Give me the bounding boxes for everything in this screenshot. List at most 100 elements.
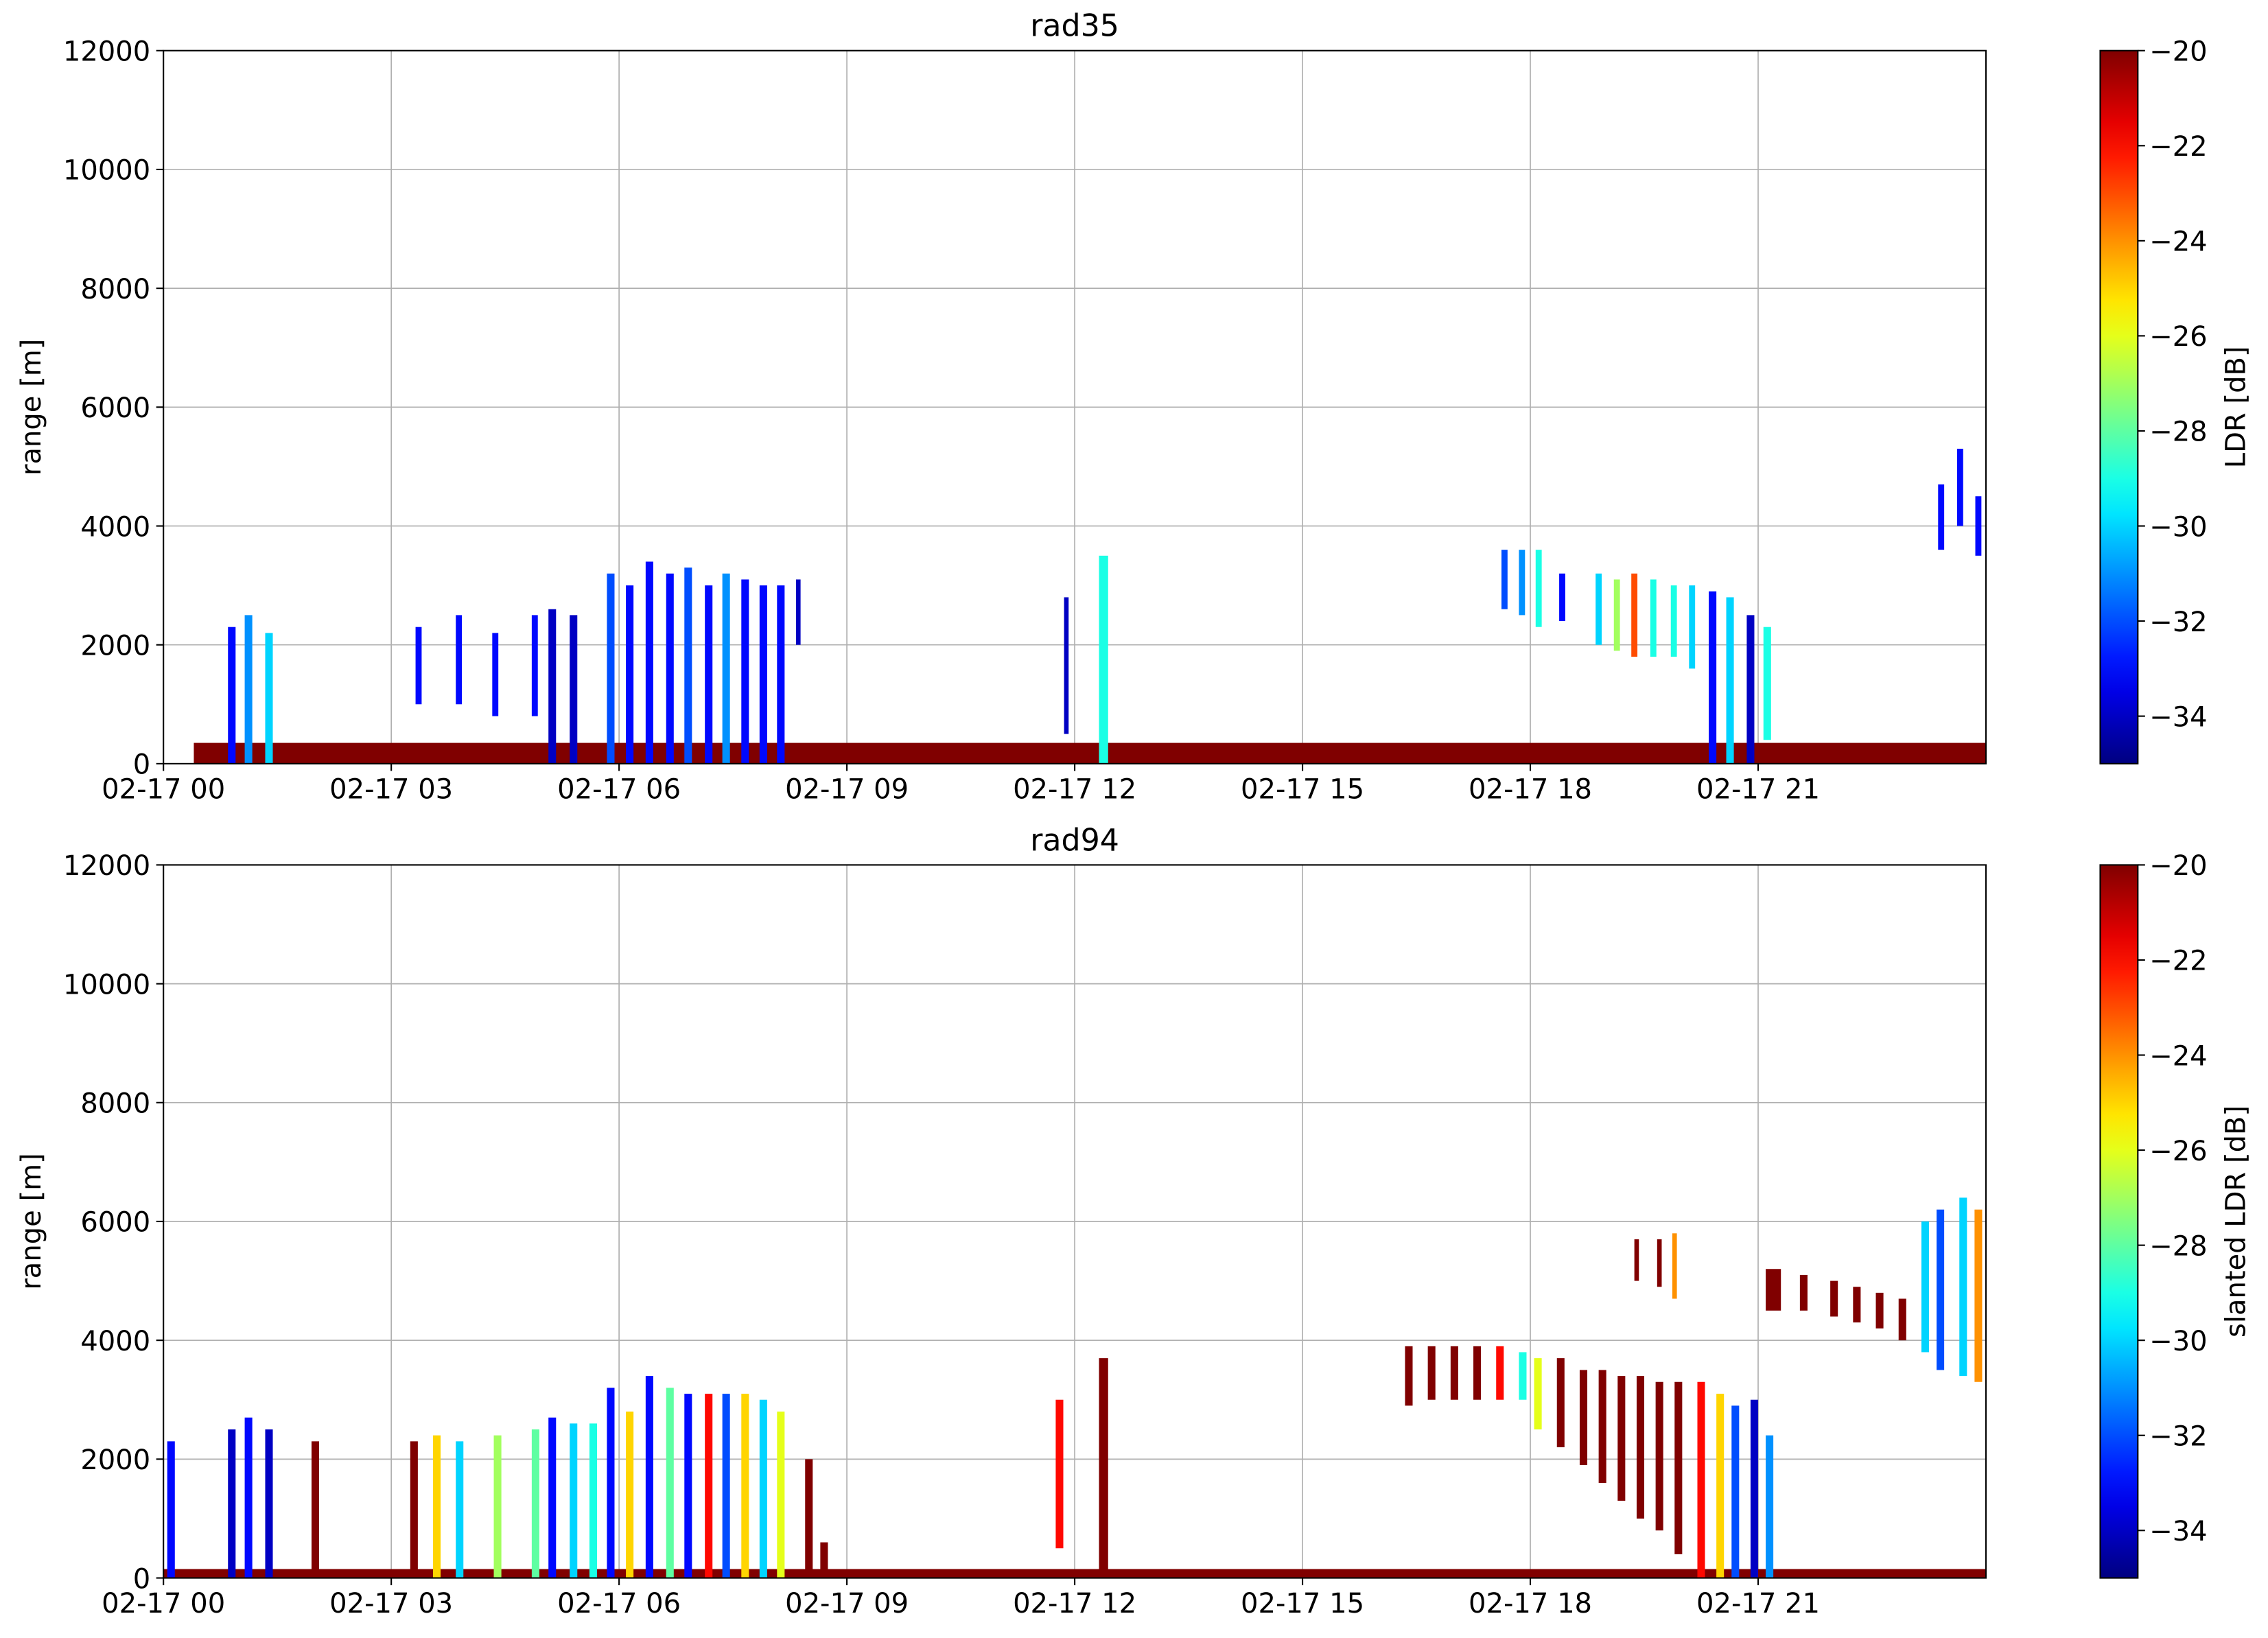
cell	[228, 627, 236, 764]
cell	[820, 1542, 828, 1578]
x-tick-label: 02-17 03	[329, 773, 453, 805]
x-tick-label: 02-17 03	[329, 1588, 453, 1619]
y-tick-label: 0	[133, 749, 150, 781]
y-tick-label: 8000	[80, 274, 150, 305]
x-tick-label: 02-17 09	[785, 1588, 909, 1619]
cell	[570, 615, 578, 764]
cell	[1427, 1346, 1436, 1400]
cell	[759, 1399, 767, 1578]
cell	[589, 1423, 598, 1578]
cell	[493, 1435, 502, 1578]
cell	[244, 1417, 253, 1578]
cell	[167, 1441, 175, 1578]
cell	[1853, 1287, 1861, 1323]
colorbar-tick-label: −20	[2149, 850, 2207, 882]
cell	[1655, 1381, 1663, 1531]
cell	[684, 1394, 692, 1578]
x-tick-label: 02-17 06	[557, 1588, 681, 1619]
y-axis-label: range [m]	[16, 339, 47, 476]
cell	[1746, 615, 1755, 764]
cell	[666, 1388, 674, 1578]
y-tick-label: 8000	[80, 1088, 150, 1120]
colorbar-tick-label: −28	[2149, 417, 2207, 448]
cell	[1731, 1405, 1740, 1578]
cell	[244, 615, 253, 764]
cell	[1938, 484, 1945, 550]
cell	[1099, 1358, 1108, 1578]
cell	[777, 585, 785, 764]
panel-title: rad94	[1030, 823, 1119, 858]
cell	[1975, 496, 1982, 556]
cell	[1799, 1274, 1808, 1311]
cell	[1099, 555, 1108, 764]
cell	[741, 1394, 749, 1578]
cell	[1559, 573, 1565, 622]
cell	[1657, 1239, 1662, 1287]
cell	[1959, 1197, 1967, 1377]
cell	[1709, 591, 1717, 764]
cell	[531, 1429, 539, 1578]
cell	[626, 585, 634, 764]
cell	[228, 1429, 236, 1578]
x-tick-label: 02-17 15	[1241, 773, 1364, 805]
y-tick-label: 4000	[80, 511, 150, 543]
cell	[433, 1435, 441, 1578]
cell	[1750, 1399, 1759, 1578]
cell	[531, 615, 538, 716]
colorbar	[2099, 864, 2139, 1579]
colorbar-tick-label: −32	[2149, 1420, 2207, 1452]
cell	[705, 585, 713, 764]
cell	[265, 1429, 273, 1578]
colorbar-tick-label: −26	[2149, 321, 2207, 353]
cell	[1689, 585, 1696, 669]
cell	[1674, 1381, 1683, 1554]
cell	[805, 1459, 813, 1578]
cell	[795, 579, 801, 645]
colorbar-tick-label: −22	[2149, 946, 2207, 977]
cell	[645, 561, 653, 764]
cell	[1055, 1399, 1064, 1549]
cell	[456, 615, 463, 705]
x-tick-label: 02-17 06	[557, 773, 681, 805]
colorbar	[2099, 49, 2139, 764]
cell	[741, 579, 749, 764]
colorbar-tick-label: −34	[2149, 701, 2207, 733]
cell	[548, 1417, 557, 1578]
colorbar-tick-label: −28	[2149, 1230, 2207, 1262]
y-tick-label: 0	[133, 1563, 150, 1595]
cell	[311, 1441, 320, 1578]
cell	[1556, 1358, 1565, 1448]
cell	[1598, 1370, 1606, 1483]
x-tick-label: 02-17 15	[1241, 1588, 1364, 1619]
cell	[1636, 1376, 1645, 1519]
cell	[1830, 1280, 1838, 1317]
colorbar-tick-label: −30	[2149, 511, 2207, 543]
cell	[1501, 550, 1508, 609]
colorbar-tick-label: −34	[2149, 1516, 2207, 1547]
cell	[1595, 573, 1602, 645]
cell	[194, 742, 1986, 764]
y-tick-label: 12000	[63, 36, 150, 68]
x-tick-label: 02-17 12	[1013, 1588, 1136, 1619]
cell	[626, 1412, 634, 1578]
cell	[1473, 1346, 1482, 1400]
cell	[1898, 1298, 1906, 1341]
cell	[1974, 1209, 1983, 1382]
cell	[1921, 1221, 1929, 1353]
cell	[722, 573, 730, 764]
cell	[415, 627, 422, 705]
cell	[1496, 1346, 1504, 1400]
colorbar-tick-label: −24	[2149, 1040, 2207, 1072]
cell	[548, 609, 557, 764]
cell	[1613, 579, 1620, 651]
cell	[1670, 585, 1677, 657]
y-tick-label: 10000	[63, 155, 150, 187]
cell	[1716, 1394, 1725, 1578]
x-tick-label: 02-17 00	[102, 1588, 225, 1619]
x-tick-label: 02-17 21	[1696, 773, 1820, 805]
cells	[163, 1197, 1986, 1578]
cell	[1579, 1370, 1588, 1466]
cell	[777, 1412, 785, 1578]
